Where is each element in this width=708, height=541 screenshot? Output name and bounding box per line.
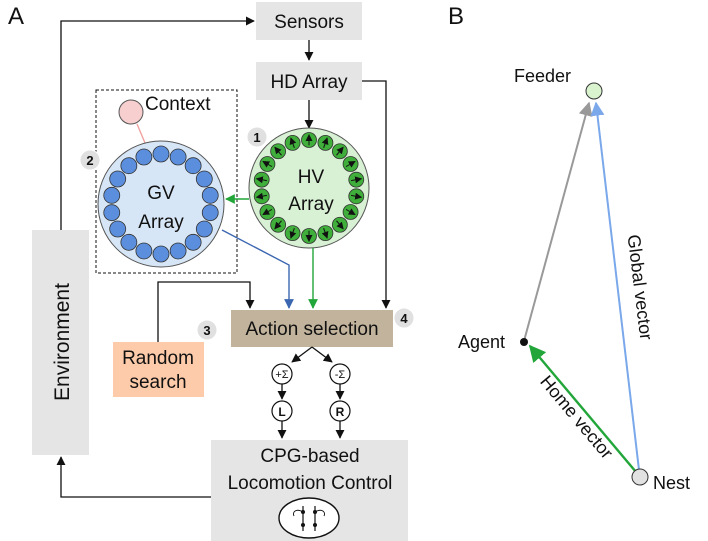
neuron-dot: [135, 242, 153, 260]
agent-label: Agent: [458, 332, 505, 352]
left-node: L: [271, 400, 293, 422]
action-selection-box: Action selection: [231, 310, 393, 347]
hv-neuron-ring: [253, 132, 365, 244]
neuron-dot: [195, 170, 213, 188]
neuron-dot: [103, 204, 121, 222]
neuron-direction-arrow: [274, 146, 282, 156]
neuron-dot: [184, 233, 202, 251]
locomotion-label-1: CPG-based: [260, 446, 359, 467]
neuron-dot: [135, 148, 153, 166]
neuron-direction-arrow: [345, 208, 356, 216]
context-label: Context: [145, 94, 211, 115]
hd-array-box: HD Array: [256, 62, 362, 100]
plus-sigma-node: +Σ: [271, 363, 293, 385]
action-to-plus-arrow: [291, 346, 313, 363]
badge-2: 2: [79, 149, 101, 171]
hv-label-2: Array: [288, 194, 334, 215]
neuron-direction-arrow: [336, 220, 344, 230]
gv-label-2: Array: [138, 212, 184, 233]
locomotion-control-box: CPG-based Locomotion Control: [211, 440, 408, 541]
neuron-direction-arrow: [351, 192, 363, 200]
neuron-direction-arrow: [255, 192, 267, 200]
environment-box: Environment: [32, 230, 89, 455]
badge-4: 4: [393, 307, 415, 329]
neuron-dot: [169, 148, 187, 166]
random-search-box: Random search: [113, 342, 204, 397]
agent-to-feeder-vector: [523, 101, 593, 342]
neuron-direction-arrow: [262, 160, 273, 168]
panel-b-label: B: [448, 3, 464, 30]
gv-neuron-ring: [103, 145, 219, 263]
action-to-minus-arrow: [311, 346, 333, 363]
svg-text:-Σ: -Σ: [335, 369, 346, 381]
neuron-direction-arrow: [351, 176, 363, 184]
svg-text:3: 3: [203, 323, 210, 338]
global-vector-label: Global vector: [624, 233, 657, 341]
neuron-direction-arrow: [289, 137, 297, 148]
hd-array-label: HD Array: [270, 72, 348, 93]
feeder-label: Feeder: [514, 66, 571, 86]
svg-text:4: 4: [400, 311, 408, 326]
nest-node: Nest: [631, 468, 690, 493]
minus-sigma-node: -Σ: [329, 363, 351, 385]
neuron-direction-arrow: [321, 228, 329, 239]
neuron-dot: [120, 157, 138, 175]
neuron-dot: [109, 170, 127, 188]
neuron-direction-arrow: [289, 228, 297, 239]
neuron-direction-arrow: [262, 208, 273, 216]
neuron-direction-arrow: [255, 176, 267, 184]
hd-to-action-arrow: [362, 80, 391, 309]
neuron-dot: [169, 242, 187, 260]
home-vector-label: Home vector: [536, 372, 617, 463]
context-node: Context: [118, 94, 211, 125]
panel-a-label: A: [8, 3, 24, 30]
neuron-direction-arrow: [345, 160, 356, 168]
sensors-label: Sensors: [274, 12, 344, 33]
neuron-dot: [201, 186, 219, 204]
svg-text:1: 1: [253, 130, 260, 145]
neuron-direction-arrow: [336, 146, 344, 156]
neuron-dot: [184, 157, 202, 175]
agent-node: Agent: [458, 332, 528, 352]
hv-label-1: HV: [298, 167, 325, 188]
neuron-dot: [201, 204, 219, 222]
gv-array: GV Array: [97, 140, 225, 268]
gv-label-1: GV: [147, 183, 175, 204]
right-node: R: [329, 400, 351, 422]
gv-to-action-arrow: [221, 229, 294, 309]
badge-3: 3: [196, 319, 218, 341]
neuron-dot: [152, 145, 170, 163]
neuron-dot: [195, 220, 213, 238]
random-search-label-1: Random: [122, 348, 194, 369]
neuron-direction-arrow: [321, 137, 329, 148]
feeder-node: Feeder: [514, 66, 603, 100]
environment-to-sensors-arrow: [60, 16, 255, 230]
nest-label: Nest: [653, 473, 690, 493]
gv-dashed-frame: [95, 89, 238, 274]
svg-text:R: R: [336, 405, 345, 419]
sensors-box: Sensors: [256, 2, 362, 40]
random-search-label-2: search: [129, 372, 186, 393]
action-selection-label: Action selection: [245, 319, 378, 340]
home-vector-arrow: [528, 344, 637, 473]
badge-1: 1: [246, 126, 268, 148]
svg-text:2: 2: [86, 153, 93, 168]
hv-array: HV Array: [248, 127, 370, 249]
svg-text:+Σ: +Σ: [275, 369, 288, 381]
neuron-dot: [109, 220, 127, 238]
robot-body-icon: [278, 497, 340, 539]
global-vector-arrow: [590, 101, 640, 471]
svg-text:L: L: [278, 405, 285, 419]
environment-label: Environment: [51, 283, 74, 401]
neuron-dot: [152, 245, 170, 263]
locomotion-to-environment-arrow: [56, 456, 211, 498]
neuron-direction-arrow: [274, 220, 282, 230]
locomotion-label-2: Locomotion Control: [228, 473, 393, 494]
neuron-dot: [120, 233, 138, 251]
neuron-dot: [103, 186, 121, 204]
random-to-action-arrow: [157, 281, 255, 342]
